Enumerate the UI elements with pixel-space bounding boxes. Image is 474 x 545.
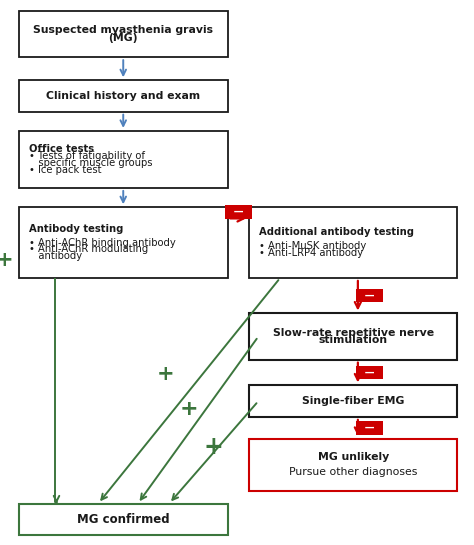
Text: +: + (157, 365, 174, 384)
Text: Antibody testing: Antibody testing (29, 224, 124, 234)
Text: antibody: antibody (29, 251, 82, 261)
FancyBboxPatch shape (19, 131, 228, 188)
FancyBboxPatch shape (249, 313, 457, 360)
Text: MG confirmed: MG confirmed (77, 513, 170, 526)
FancyBboxPatch shape (249, 385, 457, 417)
Text: • Anti-LRP4 antibody: • Anti-LRP4 antibody (259, 248, 364, 258)
Text: —: — (358, 367, 382, 378)
Text: • Ice pack test: • Ice pack test (29, 165, 102, 174)
Text: —: — (227, 207, 250, 217)
FancyBboxPatch shape (249, 207, 457, 278)
Text: specific muscle groups: specific muscle groups (29, 158, 153, 168)
Text: +: + (179, 399, 198, 419)
FancyBboxPatch shape (19, 504, 228, 535)
Text: Clinical history and exam: Clinical history and exam (46, 91, 201, 101)
FancyBboxPatch shape (19, 80, 228, 112)
Text: • Anti-AChR modulating: • Anti-AChR modulating (29, 244, 149, 255)
Text: MG unlikely: MG unlikely (318, 452, 389, 462)
Text: • Anti-AChR binding antibody: • Anti-AChR binding antibody (29, 238, 176, 247)
Text: Office tests: Office tests (29, 144, 94, 154)
Text: Additional antibody testing: Additional antibody testing (259, 227, 414, 237)
Text: Single-fiber EMG: Single-fiber EMG (302, 396, 404, 406)
Text: • Tests of fatigability of: • Tests of fatigability of (29, 151, 146, 161)
Text: (MG): (MG) (109, 33, 138, 43)
FancyBboxPatch shape (249, 439, 457, 490)
Text: —: — (358, 290, 382, 301)
Text: Pursue other diagnoses: Pursue other diagnoses (289, 467, 417, 477)
Text: +: + (0, 250, 14, 270)
Text: —: — (358, 423, 382, 433)
FancyBboxPatch shape (19, 11, 228, 57)
Text: +: + (204, 435, 224, 459)
FancyBboxPatch shape (19, 207, 228, 278)
Text: Slow-rate repetitive nerve: Slow-rate repetitive nerve (273, 328, 434, 338)
Text: • Anti-MuSK antibody: • Anti-MuSK antibody (259, 241, 366, 251)
Text: stimulation: stimulation (319, 335, 388, 345)
Text: Suspected myasthenia gravis: Suspected myasthenia gravis (33, 26, 213, 35)
